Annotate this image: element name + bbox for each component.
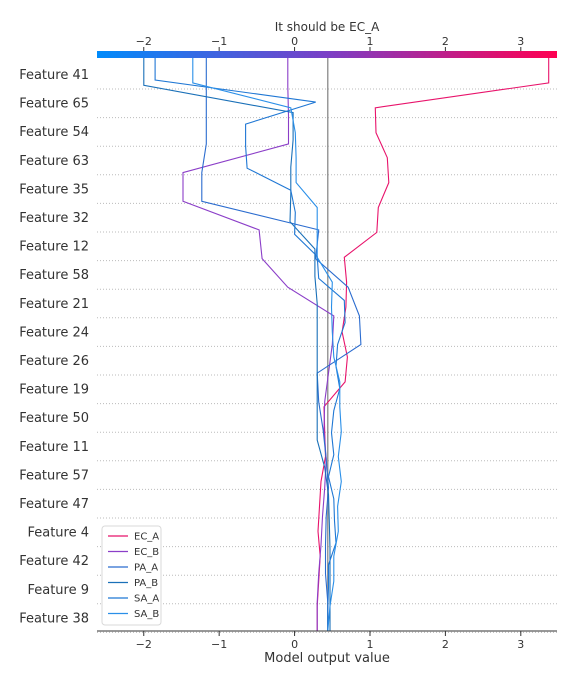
bottom-tick-label: −1 xyxy=(211,638,227,651)
bottom-tick-label: 2 xyxy=(442,638,449,651)
feature-label: Feature 63 xyxy=(19,154,89,169)
feature-label: Feature 47 xyxy=(19,497,89,512)
bottom-tick-label: 1 xyxy=(366,638,373,651)
feature-label: Feature 50 xyxy=(19,411,89,426)
legend: EC_A EC_B PA_A PA_B SA_A SA_B xyxy=(101,525,162,626)
feature-label: Feature 32 xyxy=(19,211,89,226)
top-tick-label: 2 xyxy=(442,35,449,48)
series-line-ec_a xyxy=(316,58,550,631)
top-axis: −2 −1 0 1 2 3 xyxy=(136,35,524,51)
feature-labels: Feature 41 Feature 65 Feature 54 Feature 63… xyxy=(19,68,89,626)
top-tick-label: 1 xyxy=(366,35,373,48)
series-line-pa_b xyxy=(143,58,331,631)
feature-label: Feature 41 xyxy=(19,68,89,83)
series-line-ec_b xyxy=(182,58,335,631)
feature-label: Feature 12 xyxy=(19,240,89,255)
series-lines xyxy=(143,58,550,632)
feature-label: Feature 11 xyxy=(19,440,89,455)
legend-box xyxy=(101,525,162,626)
legend-label: EC_B xyxy=(134,547,159,558)
legend-label: SA_B xyxy=(134,609,159,620)
chart-title: It should be EC_A xyxy=(275,20,380,34)
top-tick-label: −2 xyxy=(136,35,152,48)
feature-label: Feature 42 xyxy=(19,554,89,569)
legend-label: SA_A xyxy=(134,594,159,605)
feature-label: Feature 4 xyxy=(27,526,89,541)
x-axis-label: Model output value xyxy=(264,651,390,666)
bottom-tick-label: 3 xyxy=(517,638,524,651)
feature-label: Feature 21 xyxy=(19,297,89,312)
bottom-tick-label: −2 xyxy=(136,638,152,651)
feature-label: Feature 26 xyxy=(19,354,89,369)
top-tick-label: 0 xyxy=(291,35,298,48)
colorbar xyxy=(97,51,557,58)
feature-label: Feature 35 xyxy=(19,182,89,197)
feature-label: Feature 58 xyxy=(19,268,89,283)
legend-label: PA_B xyxy=(134,578,158,589)
legend-label: PA_A xyxy=(134,563,158,574)
feature-label: Feature 19 xyxy=(19,383,89,398)
top-tick-label: 3 xyxy=(517,35,524,48)
top-tick-label: −1 xyxy=(211,35,227,48)
feature-label: Feature 57 xyxy=(19,468,89,483)
series-line-sa_b xyxy=(192,58,342,632)
feature-label: Feature 9 xyxy=(27,583,89,598)
feature-label: Feature 54 xyxy=(19,125,89,140)
gridlines xyxy=(97,88,557,633)
feature-label: Feature 24 xyxy=(19,325,89,340)
legend-label: EC_A xyxy=(134,532,159,543)
series-line-sa_a xyxy=(154,58,346,631)
bottom-axis: −2 −1 0 1 2 3 xyxy=(136,631,524,651)
feature-label: Feature 65 xyxy=(19,97,89,112)
series-line-pa_a xyxy=(201,58,362,631)
bottom-tick-label: 0 xyxy=(291,638,298,651)
feature-label: Feature 38 xyxy=(19,611,89,626)
